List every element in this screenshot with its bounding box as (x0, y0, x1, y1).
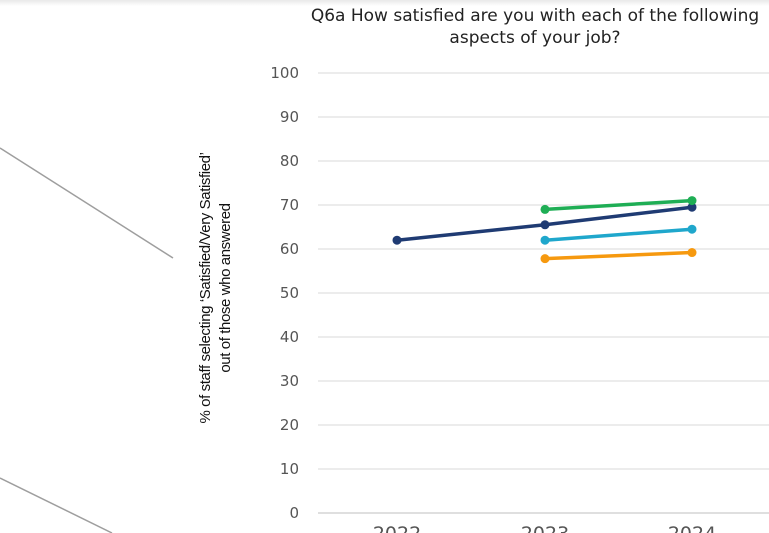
series-0 (392, 202, 697, 245)
y-tick-label: 70 (280, 196, 299, 214)
data-point (540, 235, 550, 245)
top-edge-shadow (0, 0, 769, 6)
series-lines (392, 196, 697, 264)
y-tick-label: 20 (280, 416, 299, 434)
series-line (543, 227, 694, 242)
y-tick-label: 50 (280, 284, 299, 302)
y-tick-labels: 0 10 20 30 40 50 60 70 80 90 100 (270, 64, 299, 522)
decorative-diagonal-line-lower (0, 477, 113, 533)
x-tick-label: 2023 (521, 523, 569, 533)
x-tick-labels: 2022 2023 2024 (373, 523, 716, 533)
series-3 (540, 248, 697, 264)
data-point (687, 224, 697, 234)
y-tick-label: 10 (280, 460, 299, 478)
data-point (392, 235, 402, 245)
data-point (540, 204, 550, 214)
data-point (540, 220, 550, 230)
series-2 (540, 224, 697, 245)
y-tick-label: 90 (280, 108, 299, 126)
y-tick-label: 100 (270, 64, 299, 82)
data-point (540, 254, 550, 264)
gridlines (318, 72, 769, 514)
data-point (687, 202, 697, 212)
series-1 (540, 196, 697, 214)
y-tick-label: 60 (280, 240, 299, 258)
y-tick-label: 0 (289, 504, 299, 522)
data-point (687, 196, 697, 206)
y-tick-label: 80 (280, 152, 299, 170)
decorative-diagonal-line-upper (0, 147, 174, 259)
x-tick-label: 2022 (373, 523, 421, 533)
data-point (687, 248, 697, 258)
x-tick-label: 2024 (668, 523, 716, 533)
y-tick-label: 30 (280, 372, 299, 390)
y-tick-label: 40 (280, 328, 299, 346)
chart-title: Q6a How satisfied are you with each of t… (310, 6, 760, 48)
series-line (543, 198, 694, 212)
series-line (543, 250, 694, 261)
